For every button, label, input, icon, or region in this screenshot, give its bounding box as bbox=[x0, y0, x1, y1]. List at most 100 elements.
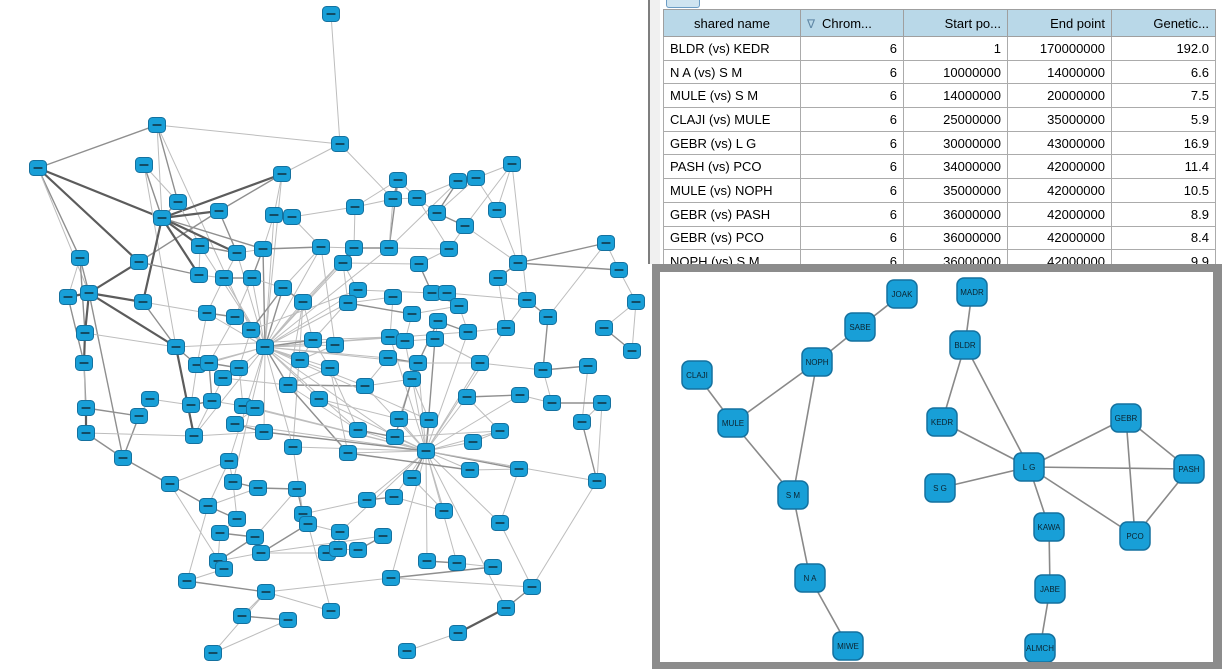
network-node[interactable] bbox=[141, 391, 159, 407]
network-node[interactable] bbox=[255, 424, 273, 440]
table-row[interactable]: GEBR (vs) PASH 6 36000000 42000000 8.9 bbox=[663, 201, 1216, 227]
network-node[interactable] bbox=[456, 218, 474, 234]
table-row[interactable]: GEBR (vs) L G 6 30000000 43000000 16.9 bbox=[663, 130, 1216, 156]
network-node[interactable] bbox=[334, 255, 352, 271]
column-header-4[interactable]: Genetic... bbox=[1111, 9, 1216, 37]
network-node[interactable] bbox=[384, 191, 402, 207]
table-row[interactable]: GEBR (vs) PCO 6 36000000 42000000 8.4 bbox=[663, 225, 1216, 251]
table-cell[interactable]: 43000000 bbox=[1007, 130, 1112, 156]
table-cell[interactable]: 14000000 bbox=[903, 83, 1008, 109]
network-node[interactable] bbox=[403, 306, 421, 322]
network-node[interactable] bbox=[76, 325, 94, 341]
network-node[interactable] bbox=[148, 117, 166, 133]
network-node[interactable] bbox=[215, 270, 233, 286]
network-node[interactable]: S G bbox=[924, 473, 956, 503]
network-node[interactable] bbox=[161, 476, 179, 492]
network-node[interactable]: MADR bbox=[956, 277, 988, 307]
network-node[interactable] bbox=[484, 559, 502, 575]
table-cell[interactable]: GEBR (vs) L G bbox=[663, 130, 801, 156]
panel-divider[interactable] bbox=[648, 0, 660, 264]
network-node[interactable] bbox=[321, 360, 339, 376]
table-tab-fragment[interactable] bbox=[666, 0, 700, 8]
network-node[interactable] bbox=[299, 516, 317, 532]
network-node[interactable] bbox=[214, 370, 232, 386]
network-node[interactable] bbox=[389, 172, 407, 188]
network-node[interactable] bbox=[220, 453, 238, 469]
network-node[interactable] bbox=[75, 355, 93, 371]
table-cell[interactable]: MULE (vs) NOPH bbox=[663, 178, 801, 203]
table-cell[interactable]: 25000000 bbox=[903, 107, 1008, 132]
network-node[interactable] bbox=[329, 541, 347, 557]
network-node[interactable]: CLAJI bbox=[681, 360, 713, 390]
network-node[interactable] bbox=[426, 331, 444, 347]
network-node[interactable]: PCO bbox=[1119, 521, 1151, 551]
network-node[interactable] bbox=[249, 480, 267, 496]
network-node[interactable] bbox=[503, 156, 521, 172]
column-header-0[interactable]: shared name bbox=[663, 9, 801, 37]
network-node[interactable] bbox=[390, 411, 408, 427]
network-node[interactable] bbox=[228, 245, 246, 261]
network-node[interactable] bbox=[182, 397, 200, 413]
table-row[interactable]: MULE (vs) S M 6 14000000 20000000 7.5 bbox=[663, 83, 1216, 109]
network-node[interactable] bbox=[134, 294, 152, 310]
network-node[interactable] bbox=[573, 414, 591, 430]
network-node[interactable] bbox=[497, 320, 515, 336]
network-node[interactable] bbox=[382, 570, 400, 586]
network-node[interactable] bbox=[130, 254, 148, 270]
column-header-2[interactable]: Start po... bbox=[903, 9, 1008, 37]
network-node[interactable] bbox=[379, 350, 397, 366]
network-node[interactable] bbox=[199, 498, 217, 514]
network-node[interactable] bbox=[256, 339, 274, 355]
network-node[interactable] bbox=[593, 395, 611, 411]
network-node[interactable] bbox=[420, 412, 438, 428]
table-cell[interactable]: GEBR (vs) PASH bbox=[663, 201, 801, 227]
network-node[interactable]: L G bbox=[1013, 452, 1045, 482]
table-row[interactable]: CLAJI (vs) MULE 6 25000000 35000000 5.9 bbox=[663, 107, 1216, 132]
network-node[interactable] bbox=[511, 387, 529, 403]
network-node[interactable] bbox=[312, 239, 330, 255]
network-node[interactable] bbox=[440, 241, 458, 257]
table-cell[interactable]: PASH (vs) PCO bbox=[663, 154, 801, 180]
table-row[interactable]: PASH (vs) PCO 6 34000000 42000000 11.4 bbox=[663, 154, 1216, 180]
network-node[interactable] bbox=[374, 528, 392, 544]
network-node[interactable] bbox=[310, 391, 328, 407]
network-node[interactable] bbox=[243, 270, 261, 286]
network-node[interactable] bbox=[346, 199, 364, 215]
table-cell[interactable]: 42000000 bbox=[1007, 178, 1112, 203]
network-node[interactable] bbox=[386, 429, 404, 445]
network-node[interactable] bbox=[461, 462, 479, 478]
network-node[interactable] bbox=[349, 282, 367, 298]
network-node[interactable] bbox=[384, 289, 402, 305]
network-node[interactable] bbox=[279, 612, 297, 628]
network-node[interactable] bbox=[226, 309, 244, 325]
table-cell[interactable]: 8.9 bbox=[1111, 201, 1216, 227]
network-node[interactable] bbox=[459, 324, 477, 340]
table-cell[interactable]: 170000000 bbox=[1007, 36, 1112, 61]
table-cell[interactable]: 34000000 bbox=[903, 154, 1008, 180]
network-node[interactable] bbox=[450, 298, 468, 314]
network-node[interactable] bbox=[59, 289, 77, 305]
network-node[interactable] bbox=[228, 511, 246, 527]
network-node[interactable]: N A bbox=[794, 563, 826, 593]
network-node[interactable] bbox=[409, 355, 427, 371]
network-node[interactable] bbox=[242, 322, 260, 338]
table-cell[interactable]: 42000000 bbox=[1007, 201, 1112, 227]
table-cell[interactable]: 11.4 bbox=[1111, 154, 1216, 180]
network-node[interactable] bbox=[135, 157, 153, 173]
network-node[interactable] bbox=[29, 160, 47, 176]
network-node[interactable]: KEDR bbox=[926, 407, 958, 437]
network-node[interactable] bbox=[339, 295, 357, 311]
network-node[interactable] bbox=[417, 443, 435, 459]
table-cell[interactable]: 6 bbox=[800, 107, 904, 132]
network-node[interactable] bbox=[215, 561, 233, 577]
table-cell[interactable]: 14000000 bbox=[1007, 59, 1112, 85]
network-node[interactable] bbox=[274, 280, 292, 296]
network-node[interactable]: SABE bbox=[844, 312, 876, 342]
network-node[interactable] bbox=[464, 434, 482, 450]
network-node[interactable] bbox=[77, 400, 95, 416]
network-node[interactable] bbox=[203, 393, 221, 409]
table-cell[interactable]: BLDR (vs) KEDR bbox=[663, 36, 801, 61]
network-node[interactable] bbox=[257, 584, 275, 600]
network-node[interactable] bbox=[265, 207, 283, 223]
table-cell[interactable]: 7.5 bbox=[1111, 83, 1216, 109]
